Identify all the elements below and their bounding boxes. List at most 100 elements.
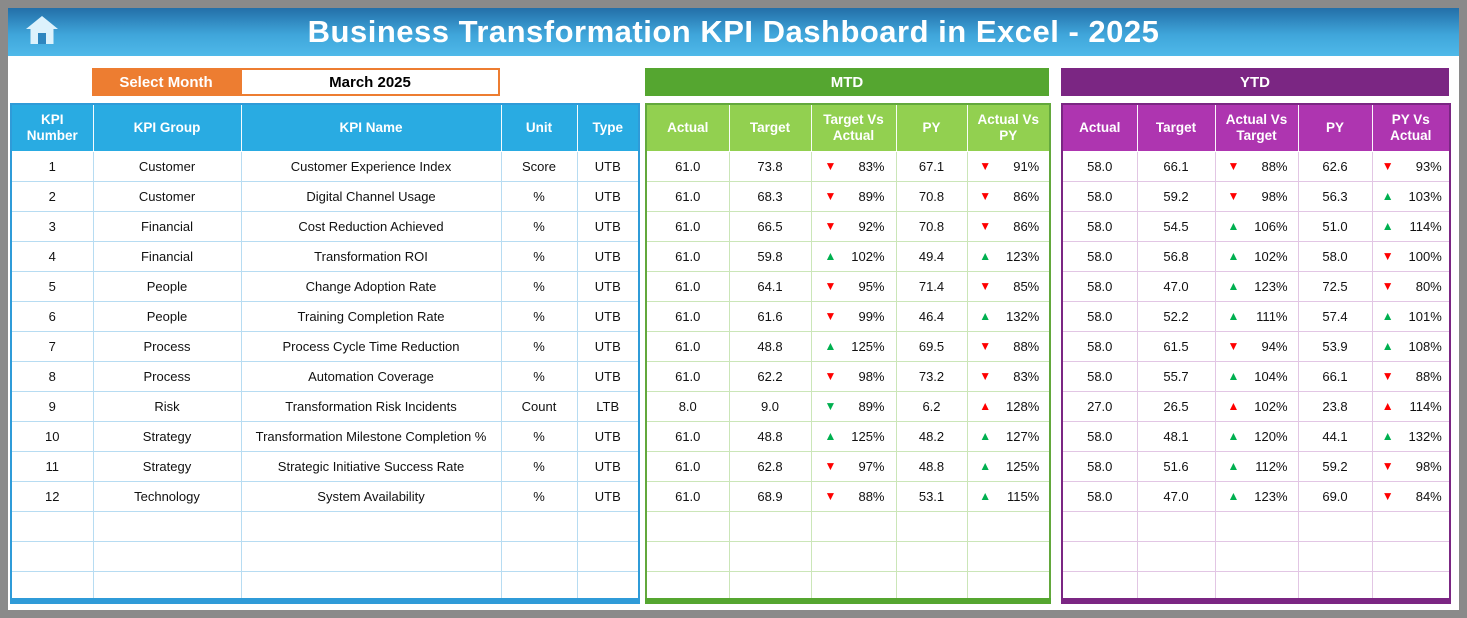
mtd-target-vs-actual-cell[interactable]: ▼ 92%: [810, 210, 897, 242]
kpi-number-cell[interactable]: 6: [10, 300, 94, 332]
unit-cell[interactable]: %: [500, 450, 578, 482]
ytd-actual-vs-target-cell[interactable]: ▼ 98%: [1214, 180, 1299, 212]
ytd-py-cell[interactable]: 51.0: [1297, 210, 1373, 242]
mtd-target-cell[interactable]: 48.8: [728, 330, 812, 362]
kpi-name-cell[interactable]: System Availability: [240, 480, 502, 512]
ytd-actual-cell[interactable]: 58.0: [1061, 210, 1138, 242]
kpi-number-cell[interactable]: 1: [10, 150, 94, 182]
ytd-actual-vs-target-cell[interactable]: ▲ 102%: [1214, 240, 1299, 272]
type-cell[interactable]: UTB: [576, 330, 640, 362]
kpi-name-cell[interactable]: Transformation Risk Incidents: [240, 390, 502, 422]
kpi-group-cell[interactable]: Customer: [92, 180, 242, 212]
unit-cell[interactable]: %: [500, 420, 578, 452]
kpi-group-cell[interactable]: Technology: [92, 480, 242, 512]
mtd-actual-vs-py-cell[interactable]: ▲ 123%: [966, 240, 1051, 272]
empty-cell[interactable]: [810, 540, 897, 572]
mtd-actual-cell[interactable]: 61.0: [645, 330, 730, 362]
ytd-py-vs-actual-cell[interactable]: ▲ 108%: [1371, 330, 1451, 362]
ytd-target-cell[interactable]: 48.1: [1136, 420, 1216, 452]
mtd-actual-vs-py-cell[interactable]: ▼ 83%: [966, 360, 1051, 392]
kpi-number-cell[interactable]: 3: [10, 210, 94, 242]
kpi-name-cell[interactable]: Digital Channel Usage: [240, 180, 502, 212]
type-cell[interactable]: UTB: [576, 210, 640, 242]
ytd-actual-vs-target-cell[interactable]: ▲ 106%: [1214, 210, 1299, 242]
kpi-number-cell[interactable]: 4: [10, 240, 94, 272]
mtd-actual-vs-py-cell[interactable]: ▲ 132%: [966, 300, 1051, 332]
ytd-target-cell[interactable]: 66.1: [1136, 150, 1216, 182]
mtd-actual-cell[interactable]: 61.0: [645, 420, 730, 452]
ytd-py-cell[interactable]: 58.0: [1297, 240, 1373, 272]
unit-cell[interactable]: %: [500, 360, 578, 392]
empty-cell[interactable]: [240, 510, 502, 542]
mtd-actual-vs-py-cell[interactable]: ▼ 86%: [966, 180, 1051, 212]
mtd-actual-cell[interactable]: 8.0: [645, 390, 730, 422]
empty-cell[interactable]: [728, 540, 812, 572]
empty-cell[interactable]: [1214, 540, 1299, 572]
empty-cell[interactable]: [1214, 510, 1299, 542]
empty-cell[interactable]: [500, 570, 578, 602]
kpi-group-cell[interactable]: Process: [92, 330, 242, 362]
empty-cell[interactable]: [10, 570, 94, 602]
kpi-name-cell[interactable]: Transformation Milestone Completion %: [240, 420, 502, 452]
mtd-target-cell[interactable]: 48.8: [728, 420, 812, 452]
mtd-py-cell[interactable]: 67.1: [895, 150, 968, 182]
mtd-target-cell[interactable]: 61.6: [728, 300, 812, 332]
empty-cell[interactable]: [895, 510, 968, 542]
mtd-actual-vs-py-cell[interactable]: ▼ 85%: [966, 270, 1051, 302]
ytd-target-cell[interactable]: 47.0: [1136, 270, 1216, 302]
kpi-name-cell[interactable]: Training Completion Rate: [240, 300, 502, 332]
empty-cell[interactable]: [576, 570, 640, 602]
ytd-actual-vs-target-cell[interactable]: ▲ 120%: [1214, 420, 1299, 452]
empty-cell[interactable]: [240, 570, 502, 602]
ytd-py-vs-actual-cell[interactable]: ▲ 114%: [1371, 390, 1451, 422]
mtd-actual-vs-py-cell[interactable]: ▼ 88%: [966, 330, 1051, 362]
unit-cell[interactable]: %: [500, 180, 578, 212]
empty-cell[interactable]: [500, 510, 578, 542]
ytd-actual-cell[interactable]: 58.0: [1061, 240, 1138, 272]
ytd-actual-vs-target-cell[interactable]: ▲ 111%: [1214, 300, 1299, 332]
mtd-target-cell[interactable]: 62.8: [728, 450, 812, 482]
type-cell[interactable]: UTB: [576, 360, 640, 392]
ytd-py-cell[interactable]: 56.3: [1297, 180, 1373, 212]
ytd-actual-cell[interactable]: 58.0: [1061, 180, 1138, 212]
empty-cell[interactable]: [10, 540, 94, 572]
kpi-group-cell[interactable]: Risk: [92, 390, 242, 422]
type-cell[interactable]: UTB: [576, 270, 640, 302]
empty-cell[interactable]: [966, 570, 1051, 602]
mtd-py-cell[interactable]: 73.2: [895, 360, 968, 392]
mtd-target-vs-actual-cell[interactable]: ▼ 89%: [810, 390, 897, 422]
mtd-target-vs-actual-cell[interactable]: ▼ 98%: [810, 360, 897, 392]
empty-cell[interactable]: [1214, 570, 1299, 602]
ytd-py-cell[interactable]: 23.8: [1297, 390, 1373, 422]
unit-cell[interactable]: Count: [500, 390, 578, 422]
empty-cell[interactable]: [1297, 570, 1373, 602]
type-cell[interactable]: UTB: [576, 240, 640, 272]
unit-cell[interactable]: %: [500, 480, 578, 512]
ytd-py-cell[interactable]: 53.9: [1297, 330, 1373, 362]
mtd-target-vs-actual-cell[interactable]: ▼ 97%: [810, 450, 897, 482]
mtd-target-cell[interactable]: 9.0: [728, 390, 812, 422]
ytd-py-vs-actual-cell[interactable]: ▼ 93%: [1371, 150, 1451, 182]
mtd-py-cell[interactable]: 70.8: [895, 180, 968, 212]
home-button[interactable]: [20, 15, 64, 49]
unit-cell[interactable]: %: [500, 270, 578, 302]
ytd-actual-cell[interactable]: 58.0: [1061, 480, 1138, 512]
empty-cell[interactable]: [1297, 540, 1373, 572]
empty-cell[interactable]: [810, 510, 897, 542]
kpi-name-cell[interactable]: Automation Coverage: [240, 360, 502, 392]
ytd-actual-vs-target-cell[interactable]: ▲ 123%: [1214, 480, 1299, 512]
mtd-py-cell[interactable]: 48.2: [895, 420, 968, 452]
unit-cell[interactable]: Score: [500, 150, 578, 182]
month-select[interactable]: March 2025: [240, 68, 500, 96]
mtd-actual-vs-py-cell[interactable]: ▼ 86%: [966, 210, 1051, 242]
mtd-target-vs-actual-cell[interactable]: ▼ 83%: [810, 150, 897, 182]
type-cell[interactable]: UTB: [576, 450, 640, 482]
mtd-py-cell[interactable]: 46.4: [895, 300, 968, 332]
mtd-actual-cell[interactable]: 61.0: [645, 240, 730, 272]
type-cell[interactable]: UTB: [576, 480, 640, 512]
kpi-name-cell[interactable]: Customer Experience Index: [240, 150, 502, 182]
ytd-actual-cell[interactable]: 58.0: [1061, 150, 1138, 182]
empty-cell[interactable]: [895, 540, 968, 572]
ytd-py-vs-actual-cell[interactable]: ▲ 114%: [1371, 210, 1451, 242]
ytd-target-cell[interactable]: 54.5: [1136, 210, 1216, 242]
